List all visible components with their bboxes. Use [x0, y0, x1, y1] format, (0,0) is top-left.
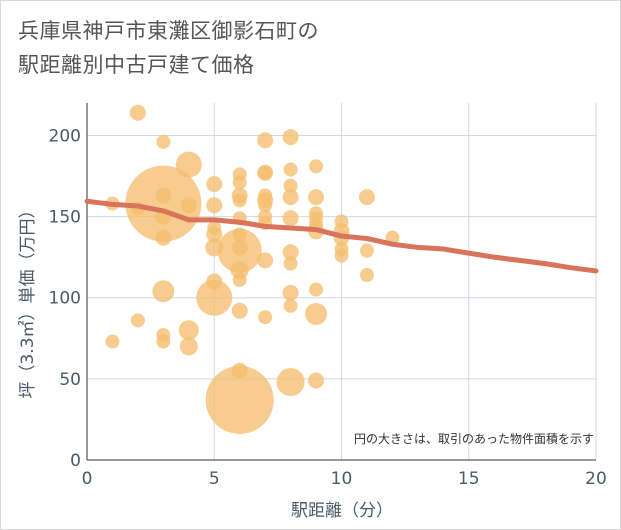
bubble-point	[231, 239, 248, 256]
chart-title: 兵庫県神戸市東灘区御影石町の 駅距離別中古戸建て価格	[18, 19, 319, 77]
bubble-point	[232, 175, 247, 190]
bubble-point	[283, 178, 298, 193]
bubble-point	[257, 132, 274, 149]
x-tick-label: 10	[331, 469, 353, 489]
bubble-point	[205, 365, 274, 434]
y-tick-label: 100	[49, 289, 81, 309]
bubble-point	[206, 176, 223, 193]
bubble-point	[179, 337, 198, 356]
bubble-point	[129, 104, 146, 121]
bubble-point	[130, 313, 145, 328]
y-tick-label: 0	[70, 451, 81, 471]
y-tick-label: 200	[49, 126, 81, 146]
trend-line	[84, 198, 599, 274]
bubble-point	[232, 272, 247, 287]
bubble-point	[308, 189, 325, 206]
bubble-point	[282, 189, 299, 206]
bubble-point	[358, 189, 375, 206]
bubble-point	[258, 198, 273, 213]
bubble-point	[305, 302, 328, 325]
bubble-point	[155, 229, 172, 246]
bubble-point	[152, 280, 175, 303]
bubble-point	[196, 279, 233, 316]
bubble-point	[105, 334, 120, 349]
bubble-point	[206, 197, 223, 214]
y-tick-label: 150	[49, 208, 81, 228]
bubble-point	[156, 134, 171, 149]
bubble-point	[359, 243, 374, 258]
bubble-point	[232, 193, 247, 208]
bubble-point	[206, 226, 223, 243]
bubble-point	[309, 282, 324, 297]
y-axis-label: 坪（3.3㎡）単価（万円）	[18, 201, 38, 398]
x-axis-label: 駅距離（分）	[291, 501, 393, 521]
bubble-point	[258, 310, 273, 325]
bubble-point	[282, 244, 299, 261]
bubble-point	[308, 372, 325, 389]
x-tick-label: 5	[209, 469, 220, 489]
bubble-point	[180, 197, 197, 214]
bubble-point	[282, 210, 299, 227]
bubble-point	[334, 248, 349, 263]
bubble-point	[125, 165, 202, 242]
bubble-point	[282, 129, 299, 146]
bubble-point	[156, 334, 171, 349]
x-tick-label: 0	[82, 469, 93, 489]
x-tick-label: 20	[585, 469, 607, 489]
y-tick-label: 50	[59, 370, 81, 390]
bubble-point	[257, 252, 274, 269]
bubble-point	[257, 164, 274, 181]
bubble-point	[283, 298, 298, 313]
bubble-point	[309, 159, 324, 174]
bubble-point	[175, 151, 202, 178]
bubble-point	[155, 187, 172, 204]
bubble-layer	[105, 104, 400, 434]
bubble-point	[276, 368, 305, 397]
bubble-point	[231, 302, 248, 319]
bubble-point	[282, 284, 299, 301]
bubble-point	[359, 268, 374, 283]
trend-layer	[84, 198, 599, 274]
bubble-point	[178, 320, 199, 341]
bubble-point	[283, 256, 298, 271]
size-note: 円の大きさは、取引のあった物件面積を示す	[354, 431, 594, 446]
grid-lines	[86, 103, 597, 461]
x-tick-label: 15	[458, 469, 480, 489]
bubble-point	[283, 162, 298, 177]
